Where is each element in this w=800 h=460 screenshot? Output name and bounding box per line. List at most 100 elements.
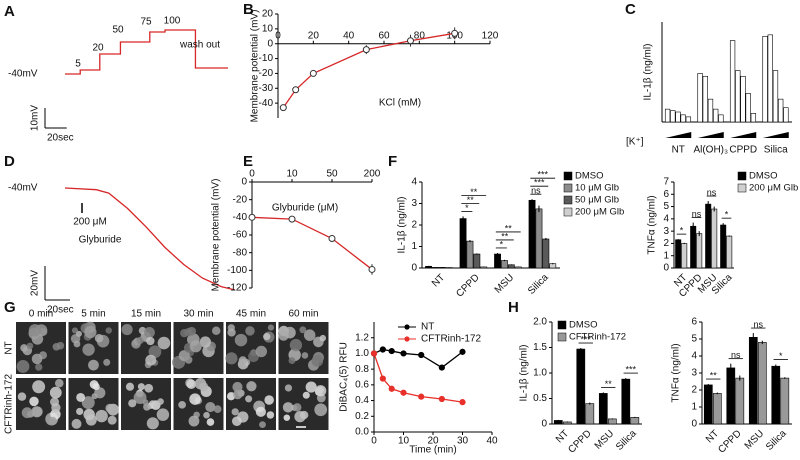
cell-blob [85, 414, 97, 426]
x-tick-label: 200 [364, 169, 381, 180]
cell-blob [125, 382, 135, 391]
y-tick-label: 1 [663, 250, 669, 261]
cell-blob [107, 415, 117, 425]
cell-blob [32, 380, 46, 394]
cell-blob [259, 421, 266, 429]
bar [720, 224, 727, 269]
y-tick-label: 20 [262, 9, 274, 20]
column-label: 5 min [81, 309, 105, 320]
bar [685, 116, 692, 123]
marker [309, 69, 317, 77]
bar [585, 403, 595, 425]
marker [418, 351, 425, 359]
bar [576, 348, 586, 425]
cell-blob [199, 336, 211, 348]
significance-label: ns [692, 209, 702, 219]
y-tick-label: 0.5 [533, 393, 547, 404]
panel-letter: F [388, 153, 397, 170]
cell-blob [82, 343, 95, 356]
bar [729, 40, 736, 123]
y-axis-label: DiBAC₄(5) RFU [339, 342, 350, 412]
marker [379, 375, 386, 382]
category-label: Silica [764, 145, 788, 156]
bar [712, 393, 722, 425]
significance-label: ns [531, 186, 541, 196]
bar [780, 377, 790, 425]
y-tick-label: 0 [663, 263, 669, 274]
y-tick-label: 0 [541, 419, 547, 430]
x-tick-label: 10 [286, 169, 298, 180]
category-label: MSU [743, 428, 767, 452]
significance-label: ns [731, 350, 741, 360]
annotation: wash out [179, 40, 220, 51]
cell-blob [178, 400, 186, 409]
cell-blob [105, 403, 115, 413]
cell-blob [188, 415, 200, 427]
bar [670, 110, 676, 123]
y-tick-label: 1.2 [355, 332, 369, 343]
bar [783, 107, 789, 123]
legend-swatch [563, 183, 573, 193]
cell-blob [264, 395, 274, 405]
annotation: 200 μM [73, 217, 107, 228]
y-axis-label: IL-1β (ng/ml) [643, 44, 654, 101]
cell-blob [314, 403, 328, 417]
y-tick-label: 6 [691, 317, 697, 328]
baseline-label: -40mV [8, 69, 38, 80]
y-tick-label: -100 [227, 265, 247, 276]
cell-blob [189, 393, 201, 405]
y-tick-label: -20 [233, 194, 248, 205]
bar [726, 235, 733, 269]
x-tick-label: 20 [308, 30, 320, 41]
marker [400, 389, 407, 396]
legend-label: CFTRinh-172 [421, 334, 481, 345]
x-axis-label: [K⁺] [626, 137, 644, 148]
bar [535, 208, 543, 269]
y-tick-label: 5 [663, 201, 669, 212]
y-tick-label: 3 [663, 226, 669, 237]
cell-blob [225, 352, 238, 365]
y-tick-label: 2.0 [533, 317, 547, 328]
cell-blob [143, 327, 155, 339]
x-tick-label: 40 [486, 436, 498, 447]
cell-blob [71, 418, 82, 429]
x-tick-label: 120 [482, 30, 499, 41]
category-label: Al(OH)₃ [693, 145, 728, 156]
bar [607, 418, 617, 425]
y-tick-label: -40 [233, 212, 248, 223]
significance-label: ** [501, 231, 509, 241]
cell-blob [105, 327, 112, 334]
legend-swatch [737, 171, 747, 181]
y-tick-label: 2 [691, 385, 697, 396]
bar [630, 417, 640, 425]
bar [494, 253, 501, 269]
marker [438, 395, 445, 403]
bar [501, 260, 508, 269]
legend-swatch [737, 183, 747, 193]
cell-blob [75, 330, 82, 337]
x-tick-label: 60 [378, 30, 390, 41]
marker [438, 364, 445, 371]
concentration-wedge [665, 132, 692, 138]
y-tick-label: 0.0 [355, 427, 369, 438]
cell-blob [206, 418, 215, 426]
cell-blob [311, 355, 324, 367]
cell-blob [76, 407, 84, 416]
cell-blob [232, 389, 243, 400]
x-tick-label: 10 [398, 436, 410, 447]
y-tick-label: -20 [259, 68, 274, 79]
cell-blob [302, 391, 310, 399]
cell-blob [137, 383, 145, 391]
cell-blob [26, 342, 34, 350]
cell-blob [21, 407, 33, 419]
panel-letter: A [4, 3, 15, 20]
cell-blob [184, 355, 193, 364]
cell-blob [146, 336, 155, 346]
y-tick-label: 3 [691, 368, 697, 379]
y-tick-label: -120 [227, 283, 247, 294]
bar [528, 199, 536, 269]
y-tick-label: 0 [691, 419, 697, 430]
column-label: 30 min [183, 309, 213, 320]
marker [407, 37, 414, 45]
x-axis-label: Time (min) [409, 445, 456, 456]
